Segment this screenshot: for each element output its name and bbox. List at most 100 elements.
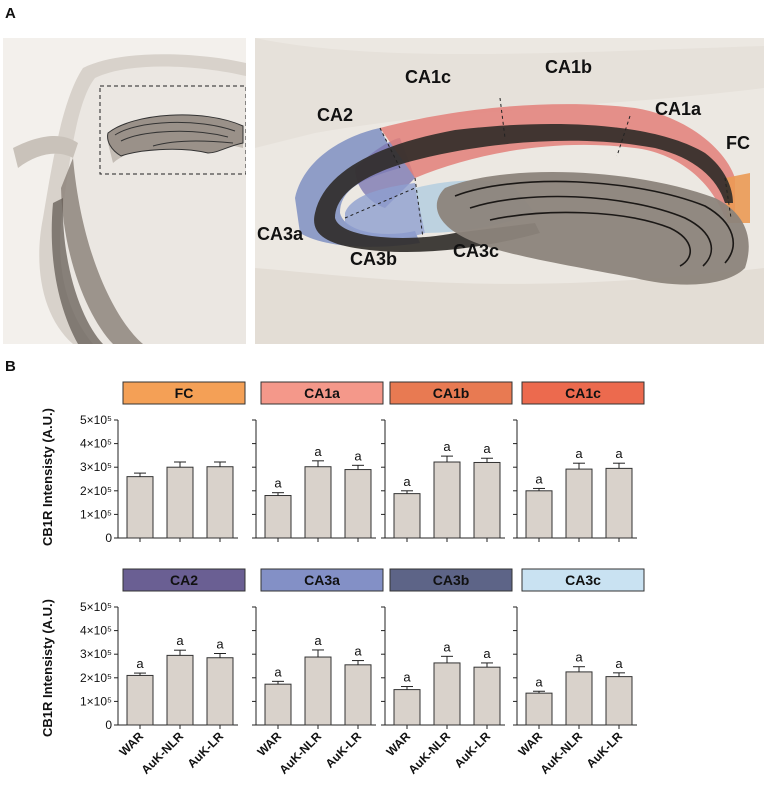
y-axis-label-bottom: CB1R Intensisty (A.U.) [40,599,55,737]
panel-title-box-ca3b [389,568,513,592]
brain-section-illustration [3,38,246,344]
region-label-ca3b: CA3b [350,249,397,269]
significance-label: a [314,444,322,459]
bar-ca1a-auk-lr [344,469,372,539]
significance-label: a [274,476,282,491]
significance-label: a [535,471,543,486]
significance-label: a [575,446,583,461]
panel-title-ca1b: CA1b [433,385,470,401]
bar-ca3a-auk-lr [344,664,372,726]
x-category-label: AuK-NLR [406,729,454,777]
zoom-region-box [99,85,246,175]
panel-title-ca1a: CA1a [304,385,340,401]
bar-fc-auk-nlr [166,466,194,539]
bar-ca3a-war [264,683,292,726]
x-category-label: AuK-LR [185,729,227,771]
y-tick-label: 2×10⁵ [80,671,112,685]
bar-ca3a-auk-nlr [304,656,332,726]
region-label-ca1c: CA1c [405,67,451,87]
region-label-ca1b: CA1b [545,57,592,77]
bar-ca1b-auk-nlr [433,461,461,539]
cb1r-bar-charts: CB1R Intensisty (A.U.) CB1R Intensisty (… [40,381,645,777]
y-tick-label: 0 [105,718,112,732]
significance-label: a [403,670,411,685]
region-label-ca3c: CA3c [453,241,499,261]
pyramidal-layer [314,123,733,253]
significance-label: a [575,650,583,665]
y-tick-label: 4×10⁵ [80,437,112,451]
bar-fc-war [126,476,154,539]
panel-title-ca1c: CA1c [565,385,601,401]
bar-ca1c-auk-lr [605,467,633,539]
bar-ca3c-auk-lr [605,676,633,726]
panel-title-box-fc [122,381,246,405]
panel-title-fc: FC [175,385,194,401]
significance-label: a [354,448,362,463]
y-tick-label: 3×10⁵ [80,647,112,661]
bar-ca1c-war [525,490,553,539]
significance-label: a [216,636,224,651]
bar-ca2-auk-nlr [166,654,194,726]
significance-label: a [535,674,543,689]
significance-label: a [354,644,362,659]
bar-ca1a-war [264,495,292,539]
panel-title-box-ca1a [260,381,384,405]
x-category-label: WAR [254,729,284,759]
x-category-label: AuK-LR [452,729,494,771]
bar-ca1b-auk-lr [473,461,501,539]
significance-label: a [314,633,322,648]
significance-label: a [443,639,451,654]
panel-title-ca3a: CA3a [304,572,340,588]
bar-ca3b-auk-lr [473,666,501,726]
y-tick-label: 4×10⁵ [80,624,112,638]
bar-ca3c-war [525,692,553,726]
hippocampus-illustration: CA1c CA1b CA1a CA2 FC CA3a CA3b CA3c [255,38,764,344]
panel-title-box-ca3c [521,568,645,592]
bar-ca1b-war [393,493,421,539]
panel-title-ca3c: CA3c [565,572,601,588]
bar-ca2-war [126,674,154,726]
significance-label: a [615,446,623,461]
y-tick-label: 5×10⁵ [80,600,112,614]
y-tick-label: 1×10⁵ [80,507,112,521]
significance-label: a [483,646,491,661]
hippocampus-zoom-image: CA1c CA1b CA1a CA2 FC CA3a CA3b CA3c [255,38,764,344]
region-label-ca1a: CA1a [655,99,702,119]
hippocampus-outline [107,114,244,157]
x-category-label: AuK-LR [584,729,626,771]
bar-ca2-auk-lr [206,657,234,726]
x-category-label: WAR [383,729,413,759]
bar-ca3b-war [393,689,421,726]
panel-title-box-ca2 [122,568,246,592]
panel-a-label: A [5,5,16,22]
significance-label: a [615,656,623,671]
panel-title-ca2: CA2 [170,572,198,588]
y-tick-label: 2×10⁵ [80,484,112,498]
panel-title-box-ca1c [521,381,645,405]
ca3b-region [345,183,425,239]
region-label-ca3a: CA3a [257,224,304,244]
dentate-gyrus [436,171,749,285]
panel-title-box-ca1b [389,381,513,405]
panel-title-box-ca3a [260,568,384,592]
bar-ca3b-auk-nlr [433,662,461,726]
x-category-label: AuK-NLR [277,729,325,777]
x-category-label: AuK-NLR [139,729,187,777]
y-tick-label: 0 [105,531,112,545]
significance-label: a [443,439,451,454]
x-category-label: WAR [116,729,146,759]
significance-label: a [176,633,184,648]
x-category-label: AuK-NLR [538,729,586,777]
bar-fc-auk-lr [206,466,234,539]
significance-label: a [403,474,411,489]
bar-ca1c-auk-nlr [565,468,593,539]
significance-label: a [483,441,491,456]
panel-b-label: B [5,358,16,375]
significance-label: a [136,656,144,671]
brain-section-image [3,38,246,344]
x-category-label: WAR [515,729,545,759]
y-axis-label-top: CB1R Intensisty (A.U.) [40,408,55,546]
region-label-ca2: CA2 [317,105,353,125]
bar-ca1a-auk-nlr [304,466,332,539]
y-tick-label: 1×10⁵ [80,694,112,708]
